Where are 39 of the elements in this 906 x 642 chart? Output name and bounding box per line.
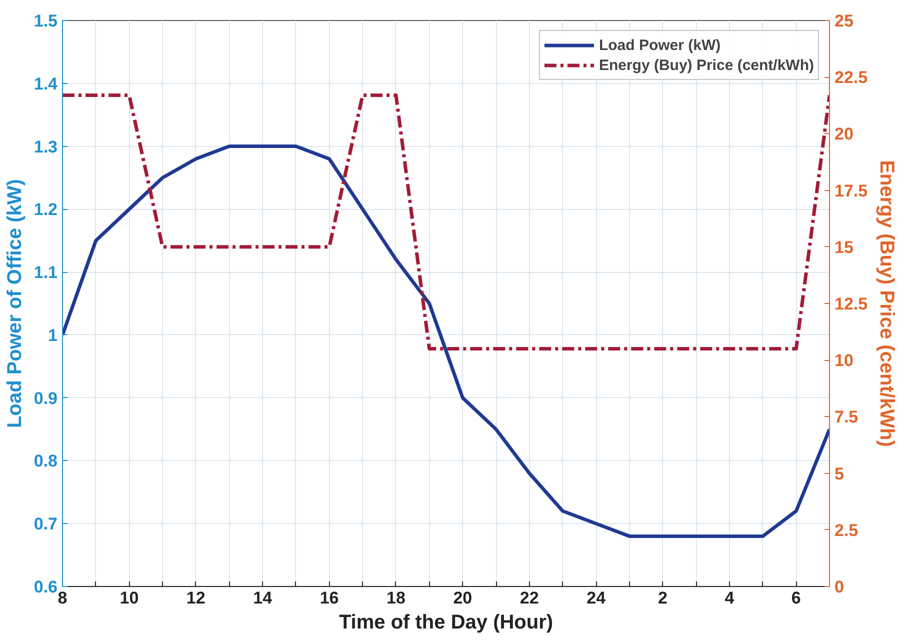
x-tick-label: 20 xyxy=(453,588,472,608)
line-series xyxy=(62,144,830,538)
y2-tick-label: 12.5 xyxy=(834,294,868,314)
y-tick-label: 0.6 xyxy=(34,578,58,596)
y2-tick-label: 7.5 xyxy=(834,408,858,427)
y-tick-label: 1 xyxy=(48,326,58,345)
y2-tick-label: 0 xyxy=(834,578,844,596)
y2-tick-label: 2.5 xyxy=(834,520,858,540)
y-tick-label: 1.4 xyxy=(34,74,58,94)
x-tick-label: 14 xyxy=(253,588,273,608)
y-tick-label: 0.9 xyxy=(34,388,58,408)
y2-tick-label: 10 xyxy=(834,351,854,370)
y-axis-title: Load Power of Office (kW) xyxy=(4,179,26,428)
y2-tick-label: 17.5 xyxy=(834,181,868,200)
x-tick-label: 16 xyxy=(320,588,339,608)
y2-axis-title: Energy (Buy) Price (cent/kWh) xyxy=(876,160,898,447)
y2-tick-label: 5 xyxy=(834,464,844,484)
legend-label: Load Power (kW) xyxy=(598,36,721,54)
x-tick-label: 24 xyxy=(586,588,606,608)
y-tick-label: 1.3 xyxy=(34,137,58,156)
x-tick-label: 10 xyxy=(120,588,139,608)
y2-tick-label: 15 xyxy=(834,238,854,257)
y2-tick-label: 20 xyxy=(834,124,854,144)
y2-tick-label: 25 xyxy=(834,12,854,30)
x-tick-label: 12 xyxy=(186,588,206,608)
y-tick-label: 1.5 xyxy=(34,12,58,30)
y2-tick-label: 22.5 xyxy=(834,68,868,88)
x-axis-title: Time of the Day (Hour) xyxy=(338,612,554,634)
y-tick-label: 0.7 xyxy=(34,514,58,534)
x-tick-label: 8 xyxy=(58,588,68,608)
x-tick-label: 4 xyxy=(724,588,735,608)
y-tick-label: 1.1 xyxy=(34,263,58,282)
x-tick-label: 2 xyxy=(658,588,668,608)
y-tick-label: 0.8 xyxy=(34,452,58,471)
legend-label: Energy (Buy) Price (cent/kWh) xyxy=(598,56,814,74)
x-tick-label: 22 xyxy=(520,588,539,608)
y-tick-label: 1.2 xyxy=(34,200,58,220)
x-tick-label: 18 xyxy=(386,588,406,608)
x-tick-label: 6 xyxy=(791,588,801,608)
